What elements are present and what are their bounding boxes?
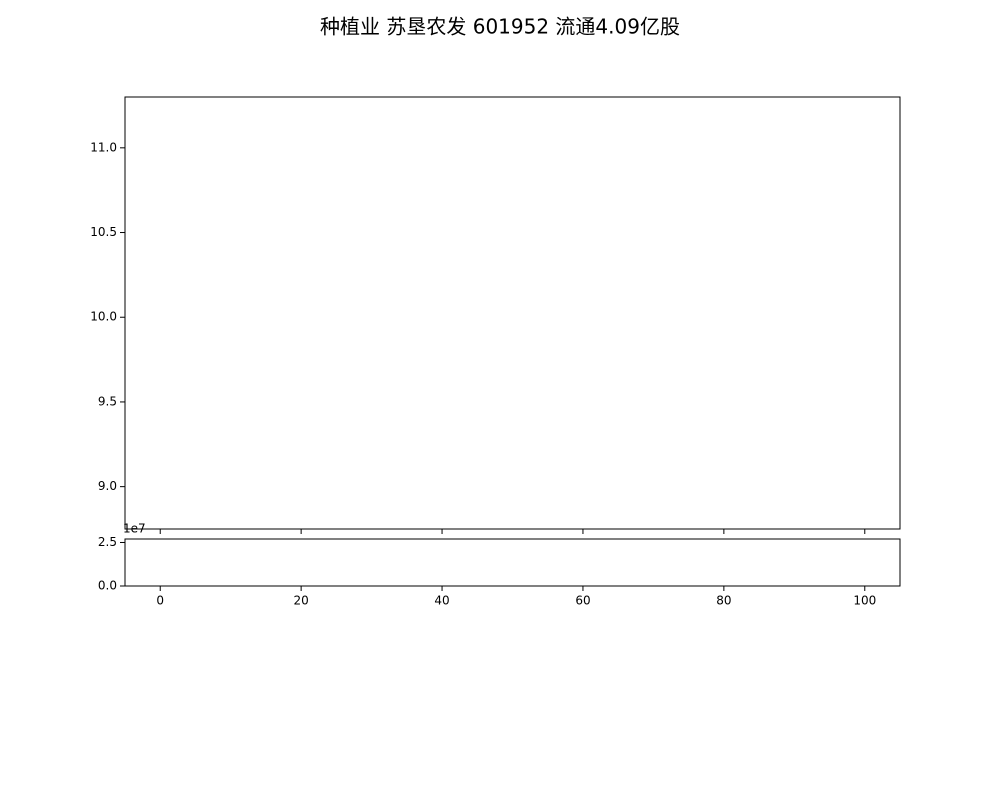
volume-xtick-label: 100 (853, 594, 876, 608)
price-ytick-label: 9.5 (98, 394, 117, 408)
volume-xtick-label: 60 (575, 594, 590, 608)
volume-ytick-label: 0.0 (98, 579, 117, 593)
volume-xtick-label: 0 (156, 594, 164, 608)
price-ytick-label: 10.5 (90, 225, 117, 239)
price-axes-frame (124, 96, 901, 530)
price-ytick-label: 11.0 (90, 140, 117, 154)
price-ytick-label: 9.0 (98, 479, 117, 493)
volume-axes-frame (124, 538, 901, 587)
chart-title: 种植业 苏垦农发 601952 流通4.09亿股 (320, 15, 680, 39)
price-panel: 9.0 9.5 10.0 10.5 11.0 (90, 96, 901, 534)
volume-xtick-label: 20 (293, 594, 308, 608)
volume-xtick-label: 40 (434, 594, 449, 608)
volume-offset-label: 1e7 (123, 522, 146, 536)
volume-xtick-label: 80 (716, 594, 731, 608)
volume-ytick-label: 2.5 (98, 535, 117, 549)
price-ytick-label: 10.0 (90, 310, 117, 324)
volume-panel: 0.0 2.5 1e7 0 20 40 60 80 100 (98, 522, 901, 608)
